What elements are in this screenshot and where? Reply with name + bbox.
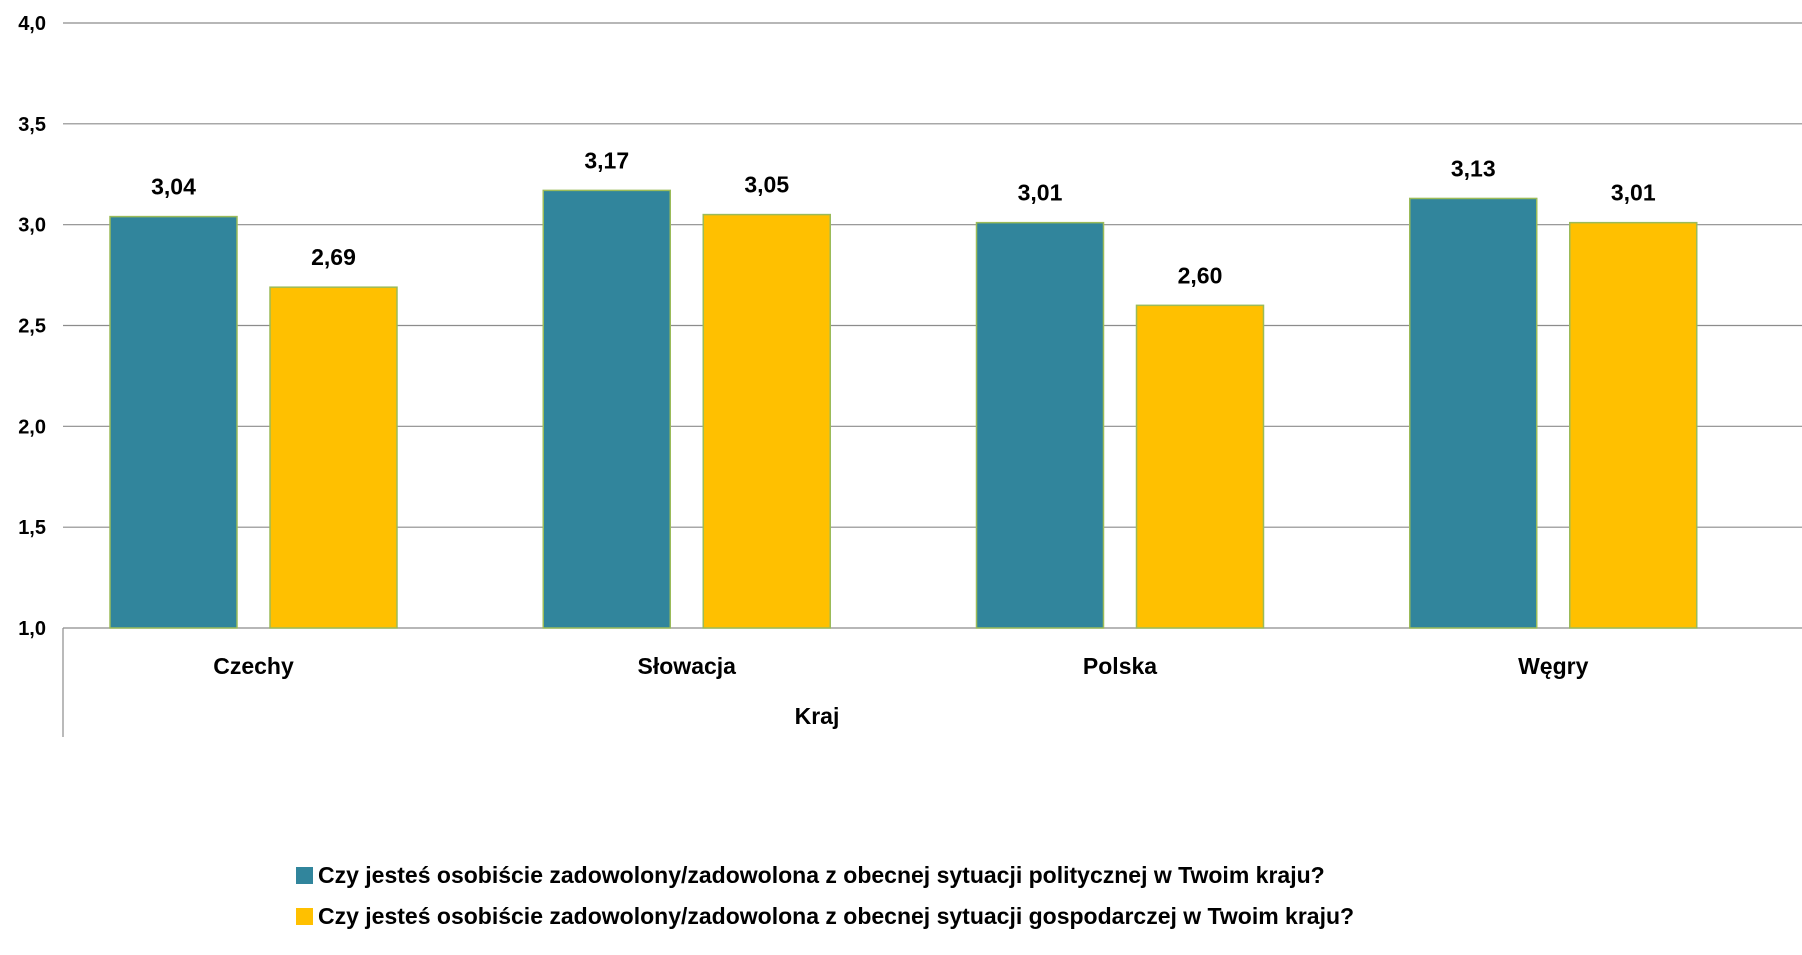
data-labels: 3,04 2,69 3,17 3,05 3,01 2,60 3,13 3,01 <box>151 147 1656 288</box>
category-label: Polska <box>1083 653 1157 679</box>
legend-swatch-economic <box>296 907 313 925</box>
y-tick-label: 2,0 <box>18 416 46 438</box>
y-axis-ticks: 1,0 1,5 2,0 2,5 3,0 3,5 4,0 <box>18 13 46 640</box>
y-tick-label: 2,5 <box>18 316 46 338</box>
bar-economic <box>269 286 398 629</box>
category-labels: Czechy Słowacja Polska Węgry <box>213 653 1588 679</box>
y-tick-label: 1,0 <box>18 618 46 640</box>
data-label: 3,05 <box>744 172 789 198</box>
x-axis-title: Kraj <box>795 703 840 729</box>
bar-political <box>1409 197 1538 629</box>
legend-label-economic: Czy jesteś osobiście zadowolony/zadowolo… <box>318 902 1355 929</box>
y-tick-label: 1,5 <box>18 517 46 539</box>
bar-economic <box>1569 221 1698 629</box>
category-label: Węgry <box>1518 653 1589 679</box>
data-label: 3,01 <box>1018 180 1063 206</box>
data-label: 3,04 <box>151 174 196 200</box>
legend-label-political: Czy jesteś osobiście zadowolony/zadowolo… <box>318 861 1325 888</box>
axes <box>62 627 1802 737</box>
bar-economic <box>1135 304 1265 629</box>
category-label: Słowacja <box>638 653 737 679</box>
y-tick-label: 3,0 <box>18 215 46 237</box>
data-label: 2,60 <box>1178 262 1223 288</box>
y-tick-label: 4,0 <box>18 13 46 35</box>
data-label: 3,01 <box>1611 180 1656 206</box>
category-label: Czechy <box>213 653 294 679</box>
y-tick-label: 3,5 <box>18 114 46 136</box>
data-label: 3,17 <box>584 147 629 173</box>
bar-economic <box>702 213 831 629</box>
legend: Czy jesteś osobiście zadowolony/zadowolo… <box>296 862 1354 944</box>
bars <box>109 189 1698 629</box>
legend-item-economic: Czy jesteś osobiście zadowolony/zadowolo… <box>296 903 1354 929</box>
legend-item-political: Czy jesteś osobiście zadowolony/zadowolo… <box>296 862 1354 888</box>
data-label: 3,13 <box>1451 155 1496 181</box>
bar-political <box>975 221 1105 629</box>
legend-swatch-political <box>296 866 313 884</box>
data-label: 2,69 <box>311 244 356 270</box>
bar-political <box>542 189 671 629</box>
bar-political <box>109 215 238 629</box>
